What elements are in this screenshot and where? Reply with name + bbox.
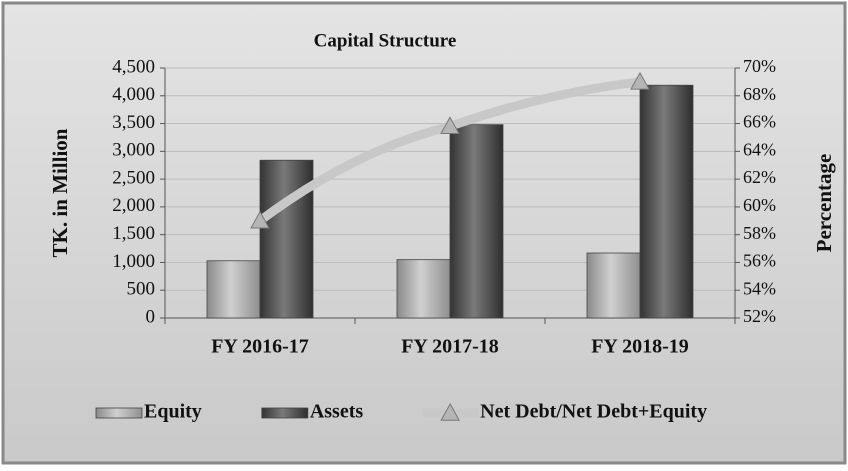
- bar: [639, 84, 694, 319]
- line-marker: [630, 71, 650, 90]
- y-tick-label: 1,000: [112, 251, 155, 272]
- x-tick-label: FY 2016-17: [211, 336, 309, 358]
- legend-label: Equity: [144, 401, 202, 423]
- y2-tick-label: 64%: [743, 139, 776, 159]
- legend-swatch: [95, 407, 143, 419]
- y-tick-label: 1,500: [112, 223, 155, 244]
- y2-tick-label: 58%: [743, 223, 776, 243]
- y2-tick-label: 60%: [743, 195, 776, 215]
- legend-label: Assets: [310, 401, 364, 423]
- bar: [259, 159, 314, 319]
- y-tick-label: 2,500: [112, 167, 155, 188]
- y-tick-label: 4,000: [112, 84, 155, 105]
- line-marker: [250, 210, 270, 229]
- y-tick-label: 500: [127, 279, 156, 300]
- y2-tick-label: 62%: [743, 167, 776, 187]
- y2-tick-label: 68%: [743, 84, 776, 104]
- y2-axis-title: Percentage: [812, 154, 836, 253]
- y-axis-title: TK. in Million: [48, 128, 72, 257]
- y-tick-label: 3,500: [112, 112, 155, 133]
- x-tick-label: FY 2018-19: [591, 336, 689, 358]
- y2-tick-label: 66%: [743, 112, 776, 132]
- legend-label: Net Debt/Net Debt+Equity: [480, 401, 707, 423]
- y-tick-label: 2,000: [112, 195, 155, 216]
- y2-tick-label: 54%: [743, 278, 776, 298]
- bar: [206, 260, 261, 319]
- y2-tick-label: 70%: [743, 56, 776, 76]
- x-tick-label: FY 2017-18: [401, 336, 499, 358]
- legend-marker: [440, 402, 461, 421]
- y-tick-label: 0: [146, 306, 156, 327]
- bar: [396, 259, 451, 319]
- legend-swatch: [261, 407, 309, 419]
- bar: [586, 252, 641, 319]
- y-tick-label: 3,000: [112, 140, 155, 161]
- chart-title: Capital Structure: [314, 30, 457, 51]
- y-tick-label: 4,500: [112, 56, 155, 77]
- line-marker: [440, 116, 460, 135]
- y2-tick-label: 56%: [743, 251, 776, 271]
- y2-tick-label: 52%: [743, 306, 776, 326]
- bar: [449, 124, 504, 319]
